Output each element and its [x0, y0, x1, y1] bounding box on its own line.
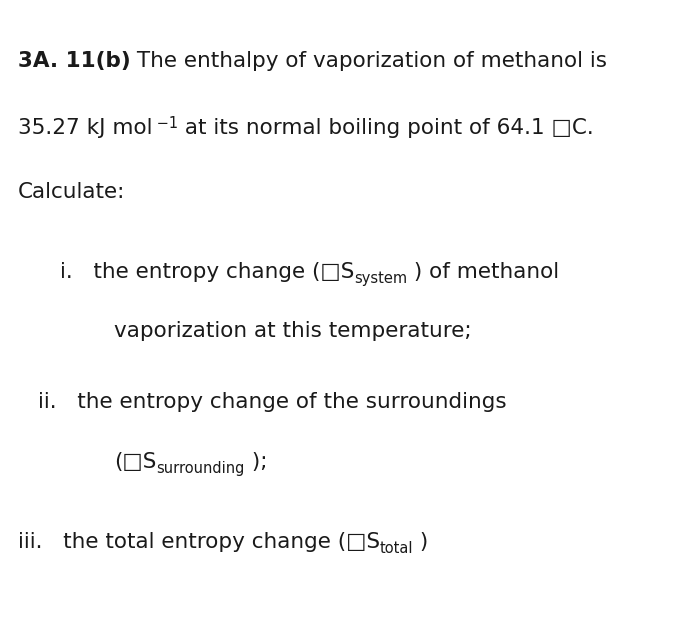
Text: system: system: [354, 271, 407, 286]
Text: The enthalpy of vaporization of methanol is: The enthalpy of vaporization of methanol…: [130, 51, 608, 71]
Text: Calculate:: Calculate:: [18, 182, 125, 202]
Text: );: );: [245, 452, 267, 472]
Text: surrounding: surrounding: [157, 461, 245, 476]
Text: total: total: [379, 541, 413, 556]
Text: 35.27 kJ mol: 35.27 kJ mol: [18, 118, 152, 138]
Text: iii.   the total entropy change (□S: iii. the total entropy change (□S: [18, 532, 379, 551]
Text: −1: −1: [152, 116, 178, 131]
Text: at its normal boiling point of 64.1 □C.: at its normal boiling point of 64.1 □C.: [178, 118, 594, 138]
Text: ii.   the entropy change of the surroundings: ii. the entropy change of the surroundin…: [38, 392, 507, 412]
Text: (□S: (□S: [114, 452, 157, 472]
Text: 3A. 11(b): 3A. 11(b): [18, 51, 130, 71]
Text: vaporization at this temperature;: vaporization at this temperature;: [114, 321, 472, 341]
Text: i.   the entropy change (□S: i. the entropy change (□S: [60, 262, 354, 282]
Text: ) of methanol: ) of methanol: [407, 262, 559, 282]
Text: ): ): [413, 532, 428, 551]
